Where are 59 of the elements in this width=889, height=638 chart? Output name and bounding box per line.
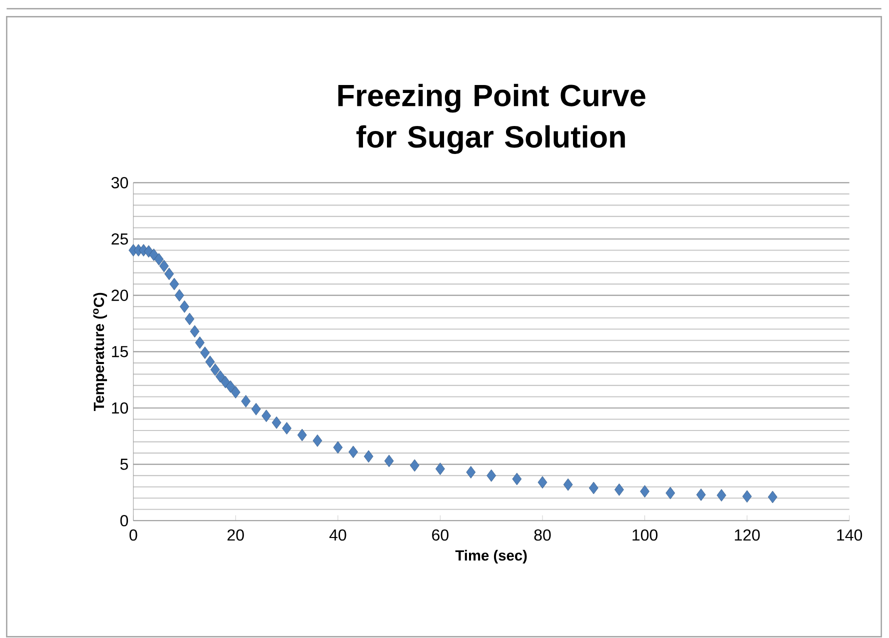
- x-tick-label: 0: [130, 529, 138, 541]
- point: [563, 478, 573, 491]
- point: [262, 410, 272, 422]
- x-tick-label: 120: [734, 529, 760, 541]
- chart-title: Freezing Point Curve for Sugar Solution: [338, 84, 646, 154]
- point: [251, 402, 261, 416]
- point: [200, 346, 210, 359]
- point: [230, 386, 240, 398]
- point: [614, 483, 624, 496]
- point: [241, 395, 251, 408]
- y-axis-title: Temperature ($^{o}$C): [93, 292, 107, 412]
- y-tick-label: 25: [112, 233, 128, 245]
- point: [364, 450, 374, 463]
- y-tick-label: 20: [112, 290, 128, 301]
- point: [170, 278, 179, 290]
- point: [742, 490, 752, 503]
- point: [210, 363, 220, 376]
- y-tick-label: 10: [112, 402, 128, 414]
- point: [435, 462, 445, 476]
- point: [588, 482, 598, 494]
- point: [666, 486, 676, 500]
- y-tick-label: 15: [112, 346, 128, 358]
- point: [272, 416, 282, 429]
- point: [640, 485, 650, 498]
- point: [216, 370, 225, 383]
- point: [538, 476, 548, 489]
- point: [410, 459, 420, 472]
- point: [226, 380, 236, 393]
- point: [768, 490, 778, 504]
- point: [164, 268, 174, 280]
- point: [205, 356, 215, 368]
- point: [696, 488, 706, 501]
- point: [190, 325, 200, 338]
- point: [716, 489, 726, 502]
- point: [466, 466, 476, 478]
- point: [184, 312, 194, 326]
- point: [384, 454, 394, 468]
- x-tick-label: 60: [432, 529, 448, 541]
- x-tick-label: 40: [329, 529, 346, 541]
- point: [348, 446, 358, 458]
- x-tick-label: 140: [837, 529, 862, 541]
- point: [154, 253, 164, 266]
- point: [512, 472, 522, 486]
- point: [333, 441, 343, 454]
- point: [312, 434, 322, 447]
- x-axis-title: Time (sec): [455, 550, 527, 564]
- y-tick-label: 0: [120, 514, 128, 526]
- x-tick-label: 80: [534, 529, 551, 541]
- x-tick-label: 100: [632, 529, 658, 541]
- point: [297, 428, 307, 442]
- point: [180, 300, 190, 313]
- point: [174, 289, 184, 302]
- x-tick-label: 20: [228, 529, 244, 541]
- point: [486, 469, 496, 482]
- y-tick-label: 30: [111, 177, 128, 188]
- point: [159, 260, 169, 272]
- point: [282, 422, 292, 434]
- point: [195, 336, 205, 349]
- y-tick-label: 5: [120, 458, 128, 470]
